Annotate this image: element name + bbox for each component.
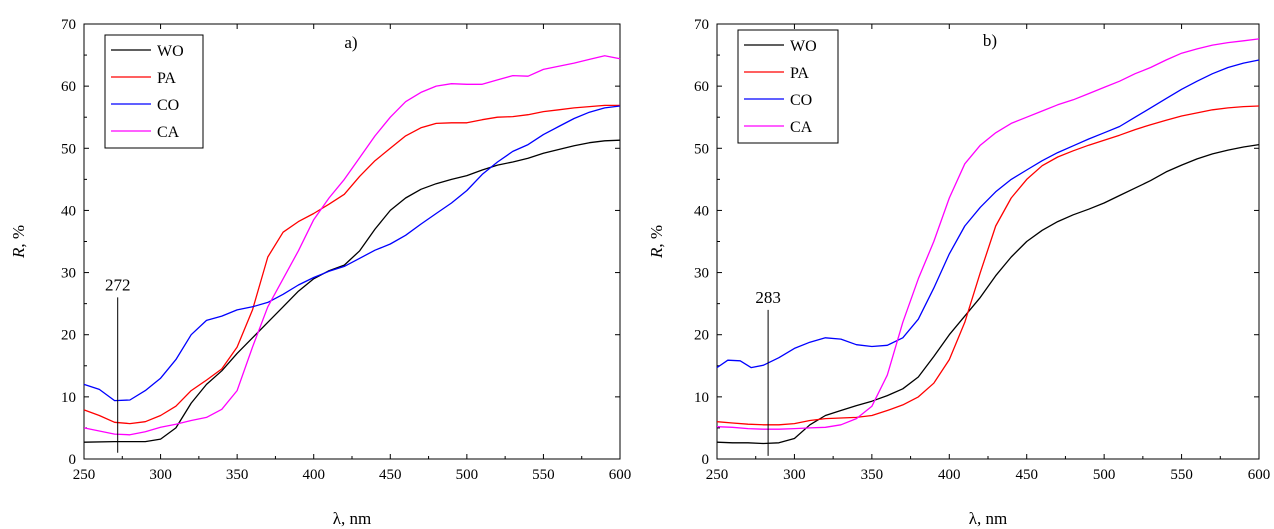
y-tick-label: 50 <box>694 141 709 157</box>
y-tick-label: 20 <box>61 328 76 344</box>
y-tick-label: 30 <box>694 266 709 282</box>
legend-box <box>737 29 839 144</box>
series-line-co <box>716 59 1260 369</box>
x-axis-label: λ, nm <box>333 509 371 528</box>
series-line-ca <box>716 38 1260 430</box>
x-tick-label: 400 <box>302 467 325 483</box>
y-axis-label: R, % <box>9 225 28 259</box>
x-tick-label: 300 <box>149 467 172 483</box>
legend-label-ca: CA <box>157 124 180 141</box>
y-tick-label: 70 <box>694 17 709 33</box>
x-tick-label: 500 <box>1093 467 1116 483</box>
legend-label-wo: WO <box>157 43 184 60</box>
series-line-pa <box>83 104 620 425</box>
x-tick-label: 300 <box>783 467 806 483</box>
series-line-ca <box>83 55 621 436</box>
x-tick-label: 250 <box>73 467 96 483</box>
legend-label-ca: CA <box>790 119 813 136</box>
panel-label: a) <box>344 33 357 52</box>
y-tick-label: 10 <box>694 390 709 406</box>
panel-label: b) <box>983 31 997 50</box>
legend-box <box>104 34 204 149</box>
x-tick-label: 600 <box>609 467 632 483</box>
annotation-label: 283 <box>755 288 781 307</box>
series-line-pa <box>716 105 1260 426</box>
x-tick-label: 600 <box>1248 467 1271 483</box>
x-axis-label: λ, nm <box>969 509 1007 528</box>
y-tick-label: 40 <box>61 203 76 219</box>
x-tick-label: 550 <box>532 467 555 483</box>
y-tick-label: 20 <box>694 328 709 344</box>
y-tick-label: 50 <box>61 141 76 157</box>
y-tick-label: 0 <box>69 452 77 468</box>
y-tick-label: 30 <box>61 266 76 282</box>
y-tick-label: 60 <box>61 79 76 95</box>
x-tick-label: 550 <box>1170 467 1193 483</box>
legend-label-co: CO <box>790 92 812 109</box>
x-tick-label: 450 <box>1015 467 1038 483</box>
legend-label-wo: WO <box>790 38 817 55</box>
series-line-co <box>83 105 621 402</box>
y-tick-label: 0 <box>702 452 710 468</box>
legend-label-pa: PA <box>790 65 809 82</box>
x-tick-label: 400 <box>938 467 961 483</box>
y-tick-label: 10 <box>61 390 76 406</box>
x-tick-label: 350 <box>861 467 884 483</box>
y-axis-label: R, % <box>647 225 666 259</box>
chart-panel-b: 250 300 350 400 450 500 550 600 0 10 20 30 40 50 60 70 λ… <box>647 17 1270 528</box>
annotation-label: 272 <box>105 275 131 294</box>
x-tick-label: 500 <box>456 467 479 483</box>
x-tick-label: 450 <box>379 467 402 483</box>
x-tick-label: 350 <box>226 467 249 483</box>
legend-label-pa: PA <box>157 70 176 87</box>
x-tick-label: 250 <box>706 467 729 483</box>
series-line-wo <box>83 139 621 443</box>
y-tick-label: 40 <box>694 203 709 219</box>
y-tick-label: 60 <box>694 79 709 95</box>
chart-panel-a: 250 300 350 400 450 500 550 600 0 10 20 30 40 50 60 70 λ… <box>9 17 631 528</box>
y-tick-label: 70 <box>61 17 76 33</box>
legend-label-co: CO <box>157 97 179 114</box>
series-line-wo <box>716 143 1260 445</box>
